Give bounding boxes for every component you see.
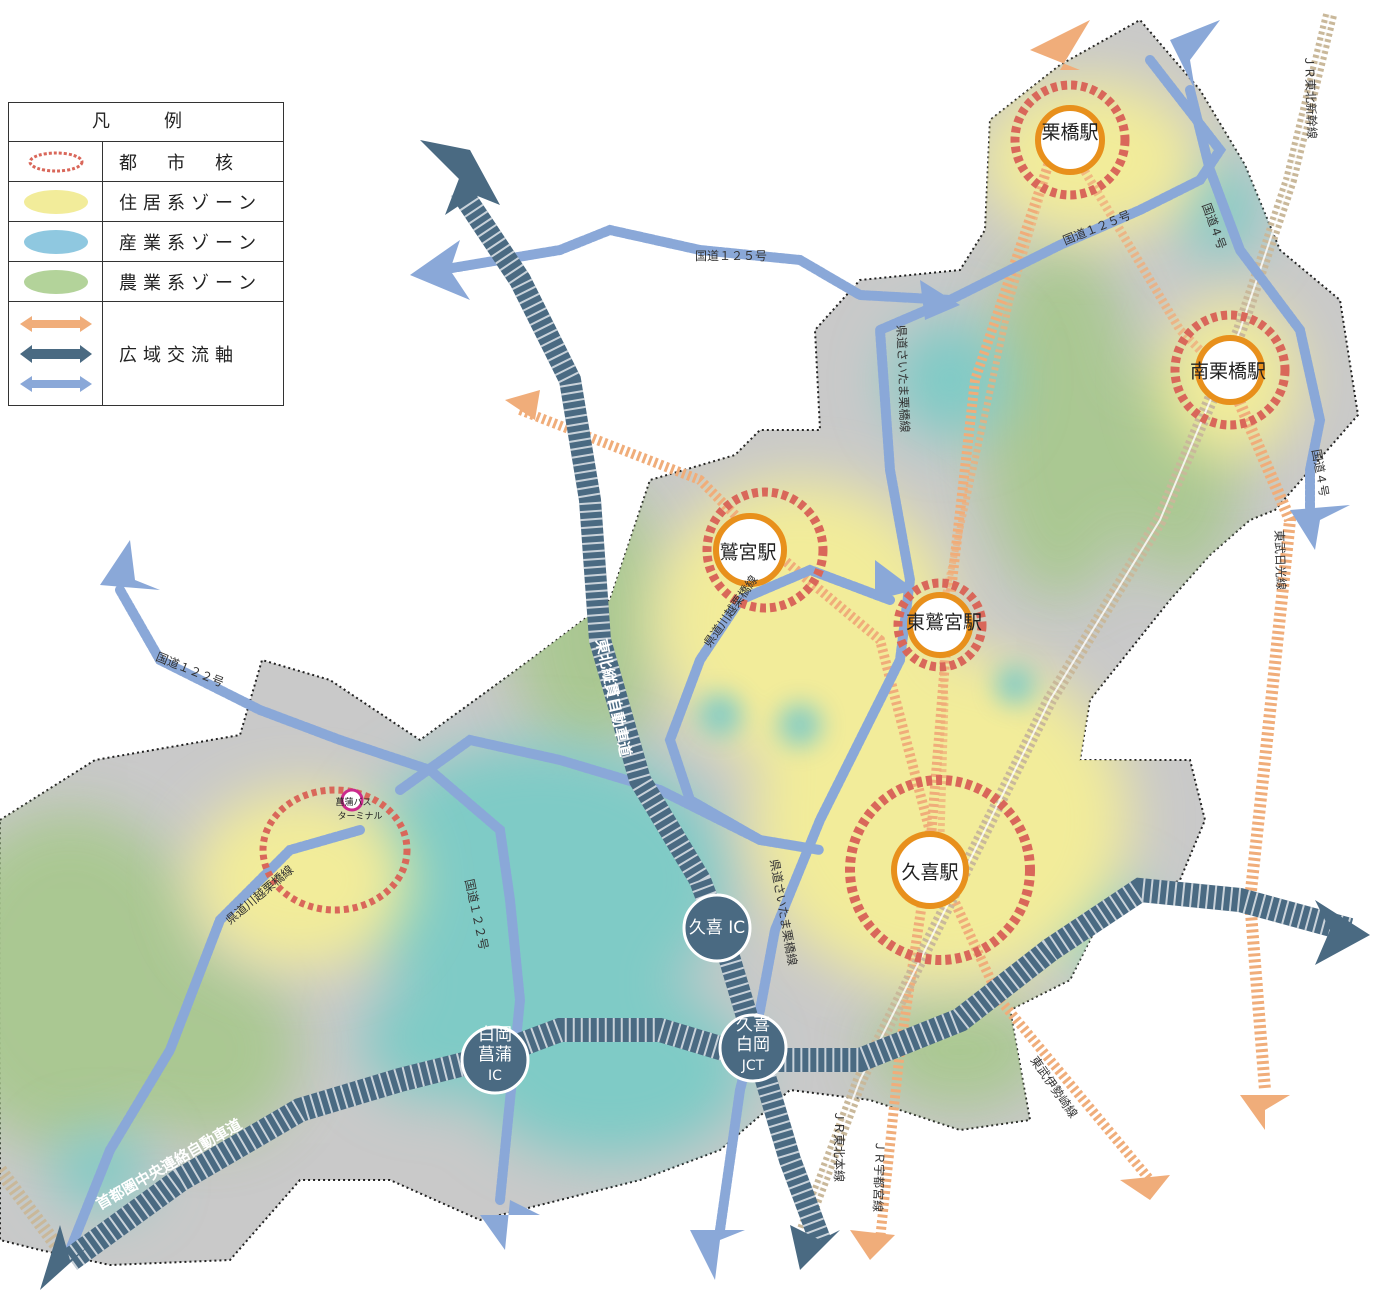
urban-core-washinomiya bbox=[702, 487, 828, 613]
jr-utsunomiya-label: ＪＲ宇都宮線 bbox=[870, 1140, 888, 1212]
arrow-pref-north bbox=[875, 560, 915, 600]
arrow-route125-mid bbox=[920, 280, 960, 320]
regional-roads bbox=[65, 55, 1326, 1255]
bus-terminal-shobu: 菖蒲バス ターミナル bbox=[336, 796, 383, 822]
legend-row-residential: 住居系ゾーン bbox=[9, 182, 283, 222]
arrow-ken-o-east bbox=[1315, 900, 1370, 965]
jr-tohoku-shinkansen-label: ＪＲ東北新幹線 bbox=[1302, 55, 1320, 139]
urban-core-kuki bbox=[845, 775, 1035, 965]
urban-core-higashi-washinomiya bbox=[893, 578, 987, 672]
legend-label-exchange-axis: 広域交流軸 bbox=[119, 345, 239, 366]
arrow-route4-south bbox=[1290, 505, 1350, 550]
arrow-isesaki-west bbox=[505, 390, 540, 420]
legend-row-agricultural: 農業系ゾーン bbox=[9, 262, 283, 302]
arrow-ken-o-west bbox=[40, 1225, 90, 1290]
route122-label-a: 国道１２２号 bbox=[154, 650, 226, 690]
urban-core-kurihashi bbox=[1010, 80, 1130, 200]
axis-arrow-road-icon bbox=[19, 376, 92, 392]
station-labels: 栗橋駅 南栗橋駅 鷲宮駅 東鷲宮駅 久喜駅 菖蒲バス ターミナル bbox=[336, 122, 1266, 884]
ken-o-expressway bbox=[62, 877, 1354, 1270]
arrow-isesaki-south bbox=[1120, 1175, 1170, 1200]
kuki-ic-label: 久喜 IC bbox=[689, 918, 745, 938]
interchange-labels: 久喜 IC 白岡菖蒲 IC 久喜白岡 JCT bbox=[478, 918, 770, 1084]
legend-label-urban-core: 都 市 核 bbox=[119, 152, 239, 174]
arrow-route122-south bbox=[480, 1200, 540, 1250]
arrow-nikko-south bbox=[1240, 1095, 1290, 1130]
legend: 凡 例 都 市 核 住居系ゾーン 産業系ゾーン 農業系ゾーン 広域交 bbox=[8, 102, 284, 406]
urban-cores bbox=[259, 80, 1290, 965]
station-washinomiya: 鷲宮駅 bbox=[719, 542, 776, 564]
arrow-rail-north bbox=[1030, 20, 1090, 70]
arrow-utsunomiya-south bbox=[850, 1230, 895, 1260]
station-minami-kurihashi: 南栗橋駅 bbox=[1190, 361, 1266, 383]
legend-title: 凡 例 bbox=[9, 103, 283, 142]
urban-core-shobu bbox=[259, 786, 411, 914]
jr-tohoku-label: ＪＲ東北本線 bbox=[832, 1110, 847, 1182]
legend-row-industrial: 産業系ゾーン bbox=[9, 222, 283, 262]
residential-symbol bbox=[9, 182, 103, 221]
legend-label-agricultural: 農業系ゾーン bbox=[119, 272, 263, 294]
arrow-pref-south bbox=[690, 1230, 745, 1280]
tobu-isesaki-label: 東武伊勢崎線 bbox=[1028, 1053, 1082, 1121]
arrow-expressway-south bbox=[790, 1225, 840, 1270]
exchange-axis-symbol bbox=[9, 302, 103, 406]
kuki-shiraoka-jct-label: 久喜白岡 JCT bbox=[736, 1015, 770, 1074]
station-higashi-washinomiya: 東鷲宮駅 bbox=[906, 612, 982, 634]
industrial-symbol bbox=[9, 222, 103, 261]
pref-saitama-kurihashi-label-a: 県道さいたま栗橋線 bbox=[894, 325, 913, 433]
arrow-route122-nw bbox=[100, 540, 160, 590]
arrowheads bbox=[40, 20, 1370, 1290]
axis-arrow-expressway-icon bbox=[19, 345, 92, 363]
route125-label-a: 国道１２５号 bbox=[695, 249, 767, 263]
urban-core-symbol bbox=[9, 142, 103, 181]
tobu-nikko-label: 東武日光線 bbox=[1272, 530, 1289, 591]
station-kurihashi: 栗橋駅 bbox=[1041, 122, 1098, 144]
urban-core-minami-kurihashi bbox=[1170, 310, 1290, 430]
legend-row-exchange-axis: 広域交流軸 bbox=[9, 302, 283, 406]
station-kuki: 久喜駅 bbox=[901, 862, 958, 884]
arrow-route125-west bbox=[410, 240, 470, 300]
shiraoka-shobu-ic-label: 白岡菖蒲 IC bbox=[478, 1025, 512, 1084]
agricultural-symbol bbox=[9, 262, 103, 301]
legend-label-industrial: 産業系ゾーン bbox=[119, 232, 263, 254]
interchanges bbox=[460, 893, 788, 1095]
legend-row-urban-core: 都 市 核 bbox=[9, 142, 283, 182]
legend-label-residential: 住居系ゾーン bbox=[119, 192, 263, 214]
arrow-route125-north bbox=[1170, 20, 1220, 90]
expressways bbox=[62, 183, 1354, 1270]
axis-arrow-rail-icon bbox=[19, 316, 92, 332]
